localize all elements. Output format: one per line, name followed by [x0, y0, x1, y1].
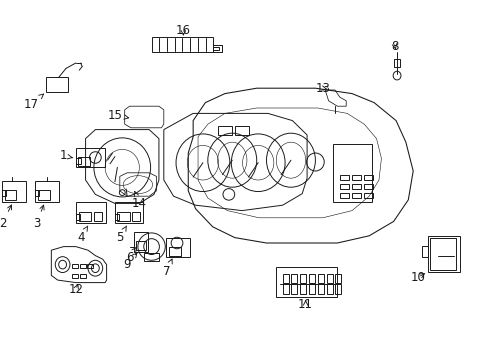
Text: 9: 9 [123, 253, 137, 271]
Text: 4: 4 [77, 226, 88, 244]
Bar [308, 284, 314, 294]
Bar [46, 77, 68, 92]
Bar [326, 274, 332, 283]
Bar [5, 190, 16, 200]
Bar [80, 264, 85, 268]
Bar [136, 241, 145, 250]
Text: 16: 16 [176, 24, 190, 37]
Text: 3: 3 [33, 205, 44, 230]
Bar [87, 264, 93, 268]
Bar [115, 202, 143, 223]
Bar [291, 274, 297, 283]
Text: 8: 8 [390, 40, 398, 53]
Text: 1: 1 [60, 149, 73, 162]
Bar [335, 274, 341, 283]
Bar [339, 184, 348, 189]
Bar [132, 212, 140, 221]
Bar [326, 284, 332, 294]
Text: 14: 14 [132, 192, 146, 210]
Bar [35, 190, 39, 196]
Bar [300, 284, 305, 294]
Bar [427, 236, 459, 272]
Text: 17: 17 [23, 94, 43, 111]
Bar [351, 193, 360, 198]
Bar [76, 158, 81, 164]
Bar [212, 47, 218, 50]
Bar [335, 284, 341, 294]
Bar [291, 284, 297, 294]
Text: 12: 12 [68, 283, 83, 296]
Bar [115, 214, 119, 220]
Bar [35, 181, 59, 202]
Bar [76, 148, 105, 167]
Bar [339, 193, 348, 198]
Bar [166, 238, 189, 257]
Bar [134, 232, 148, 252]
Bar [76, 214, 80, 220]
Bar [72, 264, 78, 268]
Bar [78, 157, 90, 166]
Bar [168, 247, 181, 256]
Bar [2, 181, 26, 202]
Bar [364, 184, 372, 189]
Bar [282, 274, 288, 283]
Bar [234, 126, 249, 135]
Bar [72, 274, 78, 278]
Bar [332, 144, 371, 202]
Bar [300, 274, 305, 283]
Bar [94, 212, 102, 221]
Bar [364, 175, 372, 180]
Text: 5: 5 [116, 226, 126, 244]
Bar [217, 126, 232, 135]
Bar [38, 190, 50, 200]
Bar [308, 274, 314, 283]
Bar [276, 267, 337, 297]
Text: 10: 10 [410, 271, 425, 284]
Bar [317, 284, 323, 294]
Bar [282, 284, 288, 294]
Bar [351, 175, 360, 180]
Bar [2, 190, 6, 196]
Bar [79, 212, 91, 221]
Text: 13: 13 [315, 82, 329, 95]
Bar [151, 37, 212, 52]
Bar [421, 246, 427, 257]
Text: 7: 7 [162, 259, 172, 278]
Bar [429, 238, 455, 270]
Text: 6: 6 [125, 247, 136, 264]
Bar [339, 175, 348, 180]
Bar [351, 184, 360, 189]
Bar [76, 202, 106, 223]
Bar [364, 193, 372, 198]
Bar [317, 274, 323, 283]
Text: 15: 15 [107, 109, 128, 122]
Text: 11: 11 [298, 298, 312, 311]
Bar [393, 59, 399, 67]
Text: 2: 2 [0, 205, 12, 230]
Bar [80, 274, 85, 278]
Bar [144, 253, 159, 261]
Bar [117, 212, 129, 221]
